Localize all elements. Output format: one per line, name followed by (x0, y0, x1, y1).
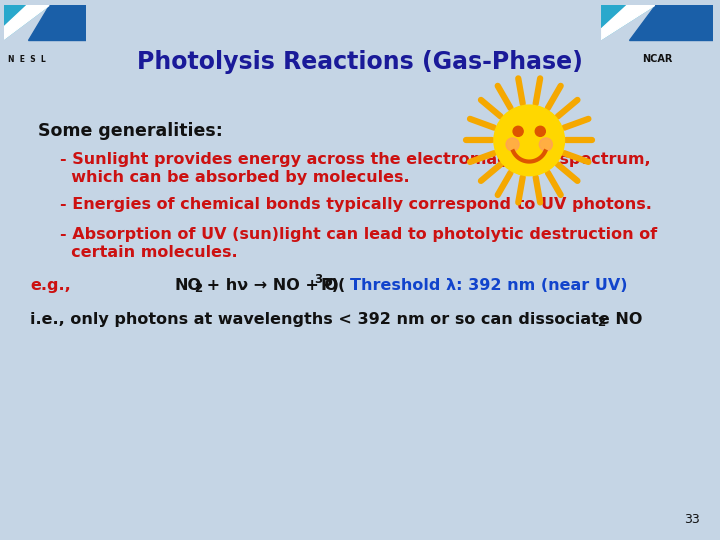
Text: 2: 2 (194, 282, 202, 295)
Text: 3: 3 (314, 273, 322, 286)
Polygon shape (4, 5, 49, 39)
Text: NO: NO (175, 278, 202, 293)
Circle shape (513, 126, 523, 137)
Text: certain molecules.: certain molecules. (60, 245, 238, 260)
Polygon shape (29, 5, 86, 39)
Text: i.e., only photons at wavelengths < 392 nm or so can dissociate NO: i.e., only photons at wavelengths < 392 … (30, 312, 642, 327)
Text: P): P) (321, 278, 340, 293)
Text: - Absorption of UV (sun)light can lead to photolytic destruction of: - Absorption of UV (sun)light can lead t… (60, 227, 657, 242)
Polygon shape (4, 5, 49, 39)
Circle shape (506, 138, 519, 151)
Polygon shape (629, 5, 713, 39)
Text: + hν → NO + O(: + hν → NO + O( (201, 278, 346, 293)
Circle shape (535, 126, 545, 137)
Text: - Energies of chemical bonds typically correspond to UV photons.: - Energies of chemical bonds typically c… (60, 197, 652, 212)
Polygon shape (601, 5, 654, 39)
Text: - Sunlight provides energy across the electromagnetic spectrum,: - Sunlight provides energy across the el… (60, 152, 651, 167)
Circle shape (539, 138, 552, 151)
Text: Threshold λ: 392 nm (near UV): Threshold λ: 392 nm (near UV) (350, 278, 628, 293)
Text: N  E  S  L: N E S L (8, 56, 45, 64)
Text: e.g.,: e.g., (30, 278, 71, 293)
Text: 2: 2 (597, 316, 605, 329)
Circle shape (494, 105, 564, 176)
Text: which can be absorbed by molecules.: which can be absorbed by molecules. (60, 170, 410, 185)
Text: NCAR: NCAR (642, 55, 672, 64)
Text: Photolysis Reactions (Gas-Phase): Photolysis Reactions (Gas-Phase) (137, 50, 583, 74)
Text: 33: 33 (684, 513, 700, 526)
Polygon shape (601, 5, 654, 39)
Text: Some generalities:: Some generalities: (38, 122, 223, 140)
